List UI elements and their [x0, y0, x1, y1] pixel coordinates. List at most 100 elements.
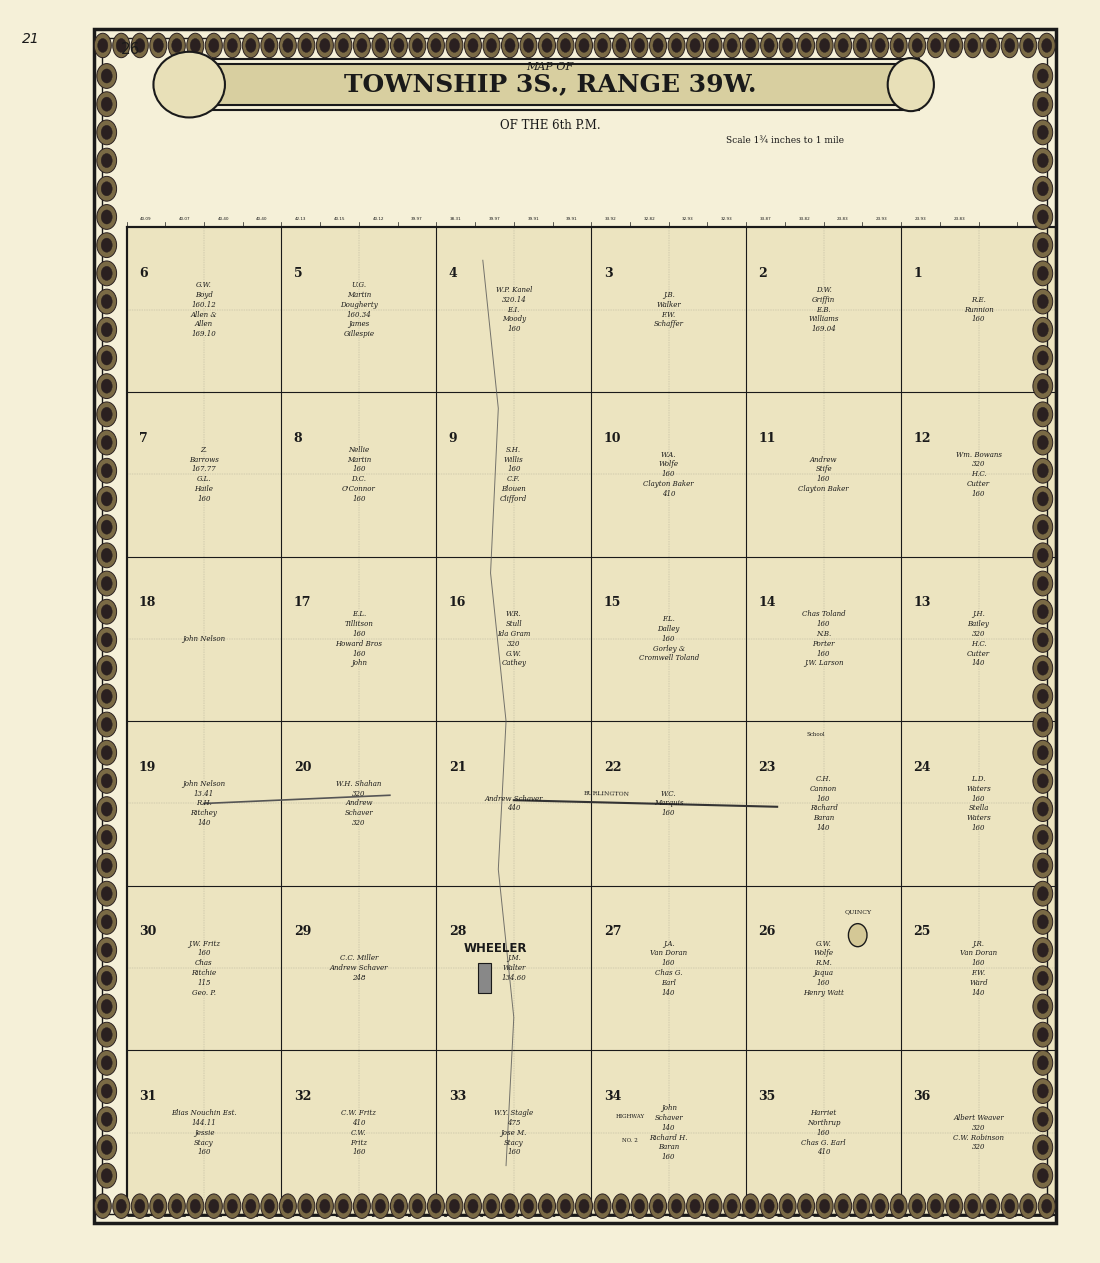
Text: 33: 33 [449, 1090, 466, 1103]
Bar [94, 29, 1056, 1223]
Text: 40.40: 40.40 [256, 217, 267, 221]
Ellipse shape [298, 33, 315, 58]
Ellipse shape [594, 1194, 610, 1219]
Text: 21: 21 [449, 760, 466, 774]
Ellipse shape [579, 1200, 590, 1212]
Ellipse shape [820, 1200, 829, 1212]
Ellipse shape [97, 825, 117, 850]
Ellipse shape [705, 1194, 722, 1219]
Ellipse shape [245, 1200, 256, 1212]
Ellipse shape [649, 33, 667, 58]
Ellipse shape [97, 882, 117, 906]
Ellipse shape [1037, 1113, 1048, 1127]
Ellipse shape [172, 1200, 182, 1212]
Text: 39.91: 39.91 [527, 217, 539, 221]
Text: 34: 34 [604, 1090, 622, 1103]
Text: G.W.
Boyd
160.12
Allen &
Allen
169.10: G.W. Boyd 160.12 Allen & Allen 169.10 [190, 282, 218, 338]
Text: 12: 12 [913, 432, 931, 445]
Text: 23.93: 23.93 [876, 217, 888, 221]
Ellipse shape [968, 39, 978, 53]
Text: J.W. Fritz
160
Chas
Ritchie
115
Geo. P.: J.W. Fritz 160 Chas Ritchie 115 Geo. P. [188, 940, 220, 997]
Ellipse shape [893, 1200, 904, 1212]
Ellipse shape [653, 39, 663, 53]
Ellipse shape [101, 999, 112, 1013]
Ellipse shape [153, 52, 224, 117]
Ellipse shape [1038, 33, 1055, 58]
Ellipse shape [101, 239, 112, 253]
Ellipse shape [1037, 971, 1048, 985]
Ellipse shape [97, 571, 117, 596]
Ellipse shape [101, 859, 112, 873]
Ellipse shape [101, 69, 112, 83]
Ellipse shape [486, 1200, 496, 1212]
Ellipse shape [412, 39, 422, 53]
Ellipse shape [724, 33, 740, 58]
Text: NO. 2: NO. 2 [623, 1138, 638, 1143]
Ellipse shape [97, 655, 117, 681]
Ellipse shape [279, 33, 296, 58]
Ellipse shape [372, 33, 389, 58]
Ellipse shape [97, 600, 117, 624]
Ellipse shape [101, 802, 112, 816]
Ellipse shape [816, 1194, 833, 1219]
Text: 40.40: 40.40 [218, 217, 229, 221]
Ellipse shape [1033, 768, 1053, 793]
Text: Albert Weaver
320
C.W. Robinson
320: Albert Weaver 320 C.W. Robinson 320 [953, 1114, 1004, 1152]
Ellipse shape [848, 923, 867, 947]
Ellipse shape [631, 1194, 648, 1219]
Ellipse shape [97, 289, 117, 314]
Text: 23.83: 23.83 [954, 217, 965, 221]
Ellipse shape [838, 39, 848, 53]
Ellipse shape [1037, 436, 1048, 450]
Ellipse shape [97, 1106, 117, 1132]
Ellipse shape [317, 1194, 333, 1219]
Ellipse shape [1033, 994, 1053, 1019]
Ellipse shape [101, 491, 112, 506]
Bar [126, 227, 1056, 1215]
Ellipse shape [686, 33, 704, 58]
Ellipse shape [101, 774, 112, 788]
Ellipse shape [172, 39, 182, 53]
Ellipse shape [97, 683, 117, 709]
Ellipse shape [690, 39, 701, 53]
Ellipse shape [1023, 1200, 1033, 1212]
Ellipse shape [375, 39, 385, 53]
Ellipse shape [95, 1194, 111, 1219]
Ellipse shape [838, 1200, 848, 1212]
Ellipse shape [1020, 1194, 1036, 1219]
Ellipse shape [1033, 431, 1053, 455]
Ellipse shape [97, 543, 117, 568]
Ellipse shape [101, 351, 112, 365]
Ellipse shape [690, 1200, 701, 1212]
Text: John Nelson
13.41
R.H.
Ritchey
140: John Nelson 13.41 R.H. Ritchey 140 [183, 779, 226, 827]
Ellipse shape [1033, 683, 1053, 709]
Ellipse shape [187, 1194, 204, 1219]
Ellipse shape [502, 1194, 518, 1219]
Ellipse shape [613, 1194, 629, 1219]
Ellipse shape [1033, 232, 1053, 258]
Ellipse shape [927, 33, 944, 58]
Ellipse shape [1033, 92, 1053, 116]
Ellipse shape [483, 33, 500, 58]
Text: J.H.
Bailey
320
H.C.
Cutter
140: J.H. Bailey 320 H.C. Cutter 140 [967, 610, 990, 667]
Ellipse shape [557, 33, 574, 58]
Ellipse shape [1033, 882, 1053, 906]
Ellipse shape [97, 966, 117, 990]
Ellipse shape [242, 1194, 260, 1219]
Ellipse shape [1033, 966, 1053, 990]
Ellipse shape [131, 33, 149, 58]
Ellipse shape [871, 1194, 889, 1219]
Ellipse shape [409, 1194, 426, 1219]
Ellipse shape [168, 1194, 185, 1219]
Ellipse shape [97, 148, 117, 173]
Ellipse shape [1037, 379, 1048, 393]
Ellipse shape [1037, 830, 1048, 845]
Text: 39.97: 39.97 [411, 217, 422, 221]
Text: Chas Toland
160
N.B.
Porter
160
J.W. Larson: Chas Toland 160 N.B. Porter 160 J.W. Lar… [802, 610, 846, 667]
Ellipse shape [101, 971, 112, 985]
Ellipse shape [209, 1200, 219, 1212]
Text: OF THE 6th P.M.: OF THE 6th P.M. [499, 119, 601, 131]
Text: 11: 11 [759, 432, 777, 445]
Bar [102, 38, 1047, 1214]
Ellipse shape [1037, 407, 1048, 422]
